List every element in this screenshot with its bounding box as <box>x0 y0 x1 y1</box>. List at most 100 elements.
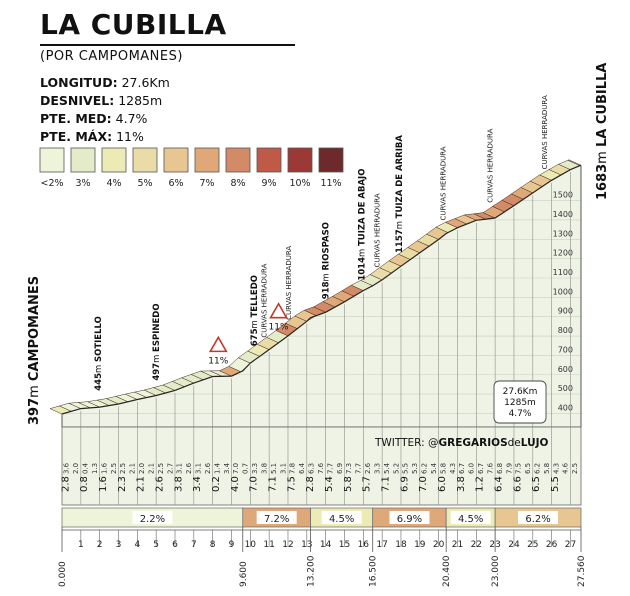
km-gradient-label: 6.4 <box>494 476 505 492</box>
section-gradient-label: 7.2% <box>264 514 289 525</box>
km-gradient-label: 2.6 <box>155 476 166 492</box>
half-km-gradient-label: 6.7 <box>477 463 485 474</box>
km-gradient-label: 7.0 <box>418 476 429 492</box>
section-gradient-label: 2.2% <box>140 514 165 525</box>
half-km-gradient-label: 2.5 <box>571 463 579 474</box>
legend-swatch <box>163 147 189 173</box>
half-km-gradient-label: 2.5 <box>110 463 118 474</box>
half-km-gradient-label: 2.0 <box>138 463 146 474</box>
place-label: 497m ESPINEDO <box>152 303 162 380</box>
km-gradient-label: 2.8 <box>60 476 71 492</box>
stat-label: PTE. MÁX: <box>40 129 113 144</box>
curves-label: CURVAS HERRADURA <box>285 246 293 320</box>
y-tick-label: 600 <box>558 365 573 374</box>
km-gradient-label: 4.0 <box>230 476 241 492</box>
half-km-gradient-label: 2.0 <box>72 463 80 474</box>
y-tick-label: 1400 <box>553 210 573 219</box>
gradient-table-band <box>61 426 582 506</box>
km-gradient-label: 1.2 <box>475 476 486 492</box>
km-marker-label: 13.200 <box>307 555 317 587</box>
half-km-gradient-label: 2.7 <box>166 463 174 474</box>
summary-box-line: 4.7% <box>509 409 532 419</box>
km-marker-label: 27.560 <box>577 555 587 587</box>
half-km-gradient-label: 6.4 <box>298 462 306 474</box>
legend-swatch <box>101 147 127 173</box>
half-km-gradient-label: 1.3 <box>91 463 99 474</box>
half-km-gradient-label: 6.7 <box>458 463 466 474</box>
x-tick-label: 17 <box>376 540 387 550</box>
legend-label: 9% <box>261 178 276 189</box>
half-km-gradient-label: 4.3 <box>552 463 560 474</box>
half-km-gradient-label: 7.7 <box>326 463 334 474</box>
km-gradient-label: 6.9 <box>399 476 410 492</box>
km-gradient-label: 1.6 <box>98 476 109 492</box>
summary-box <box>493 380 547 424</box>
stat-avg-gradient: PTE. MED: 4.7% <box>40 111 147 126</box>
start-label: 397m CAMPOMANES <box>27 276 42 425</box>
half-km-gradient-label: 3.1 <box>195 463 203 474</box>
section-label-bg <box>256 511 297 524</box>
stat-max-gradient: PTE. MÁX: 11% <box>40 129 144 144</box>
half-km-gradient-label: 0.7 <box>242 463 250 474</box>
half-km-gradient-label: 7.6 <box>486 462 494 474</box>
half-km-gradient-label: 1.6 <box>100 462 108 474</box>
page-title: LA CUBILLA <box>40 8 227 41</box>
x-tick-label: 6 <box>172 540 178 550</box>
x-tick-label: 9 <box>229 540 235 550</box>
half-km-gradient-label: 5.4 <box>430 462 438 474</box>
km-gradient-label: 2.1 <box>136 476 147 492</box>
profile-front-face <box>62 165 581 427</box>
half-km-gradient-label: 6.2 <box>533 463 541 474</box>
warning-icon <box>208 335 228 353</box>
km-gradient-label: 3.4 <box>192 476 203 492</box>
warning-icon <box>269 302 288 319</box>
x-tick-label: 2 <box>97 540 103 550</box>
y-tick-label: 800 <box>558 326 573 335</box>
km-gradient-label: 0.2 <box>211 476 222 492</box>
km-gradient-label: 3.8 <box>173 476 184 492</box>
section-label-bg <box>389 511 430 524</box>
section-gradient-label: 6.2% <box>525 514 550 525</box>
legend-label: 7% <box>199 178 214 189</box>
title-rule <box>40 44 295 46</box>
stat-value: 11% <box>116 129 144 144</box>
half-km-gradient-label: 3.8 <box>260 463 268 474</box>
half-km-gradient-label: 5.3 <box>411 463 419 474</box>
half-km-gradient-label: 6.0 <box>468 463 476 474</box>
y-tick-label: 1100 <box>553 268 573 277</box>
half-km-gradient-label: 7.3 <box>345 463 353 474</box>
legend-swatch <box>39 147 65 173</box>
half-km-gradient-label: 7.9 <box>505 463 513 474</box>
half-km-gradient-label: 2.5 <box>157 463 165 474</box>
legend-label: <2% <box>40 178 63 189</box>
x-tick-label: 1 <box>78 540 84 550</box>
half-km-gradient-label: 2.1 <box>129 463 137 474</box>
half-km-gradient-label: 7.0 <box>232 463 240 474</box>
y-tick-label: 900 <box>558 307 573 316</box>
half-km-gradient-label: 4.3 <box>449 463 457 474</box>
stat-value: 27.6Km <box>121 75 170 90</box>
x-tick-label: 12 <box>282 540 293 550</box>
half-km-gradient-label: 7.8 <box>289 463 297 474</box>
half-km-gradient-label: 3.6 <box>63 462 71 474</box>
x-tick-label: 27 <box>565 540 576 550</box>
stat-label: DESNIVEL: <box>40 93 115 108</box>
legend-label: 10% <box>289 178 310 189</box>
half-km-gradient-label: 2.1 <box>147 463 155 474</box>
warning-label: 11% <box>269 323 289 333</box>
km-gradient-label: 2.8 <box>305 476 316 492</box>
x-tick-label: 20 <box>433 540 445 550</box>
legend-label: 3% <box>75 178 90 189</box>
half-km-gradient-label: 3.1 <box>279 463 287 474</box>
half-km-gradient-label: 7.7 <box>355 463 363 474</box>
place-label: 1157m TUIZA DE ARRIBA <box>395 135 405 253</box>
km-gradient-label: 6.0 <box>437 476 448 492</box>
km-gradient-label: 5.7 <box>362 476 373 492</box>
half-km-gradient-label: 3.3 <box>251 463 259 474</box>
half-km-gradient-label: 5.8 <box>439 463 447 474</box>
x-tick-label: 18 <box>395 540 407 550</box>
section-label-bg <box>132 511 173 524</box>
summary-box-line: 27.6Km <box>503 387 538 397</box>
stat-value: 1285m <box>118 93 163 108</box>
